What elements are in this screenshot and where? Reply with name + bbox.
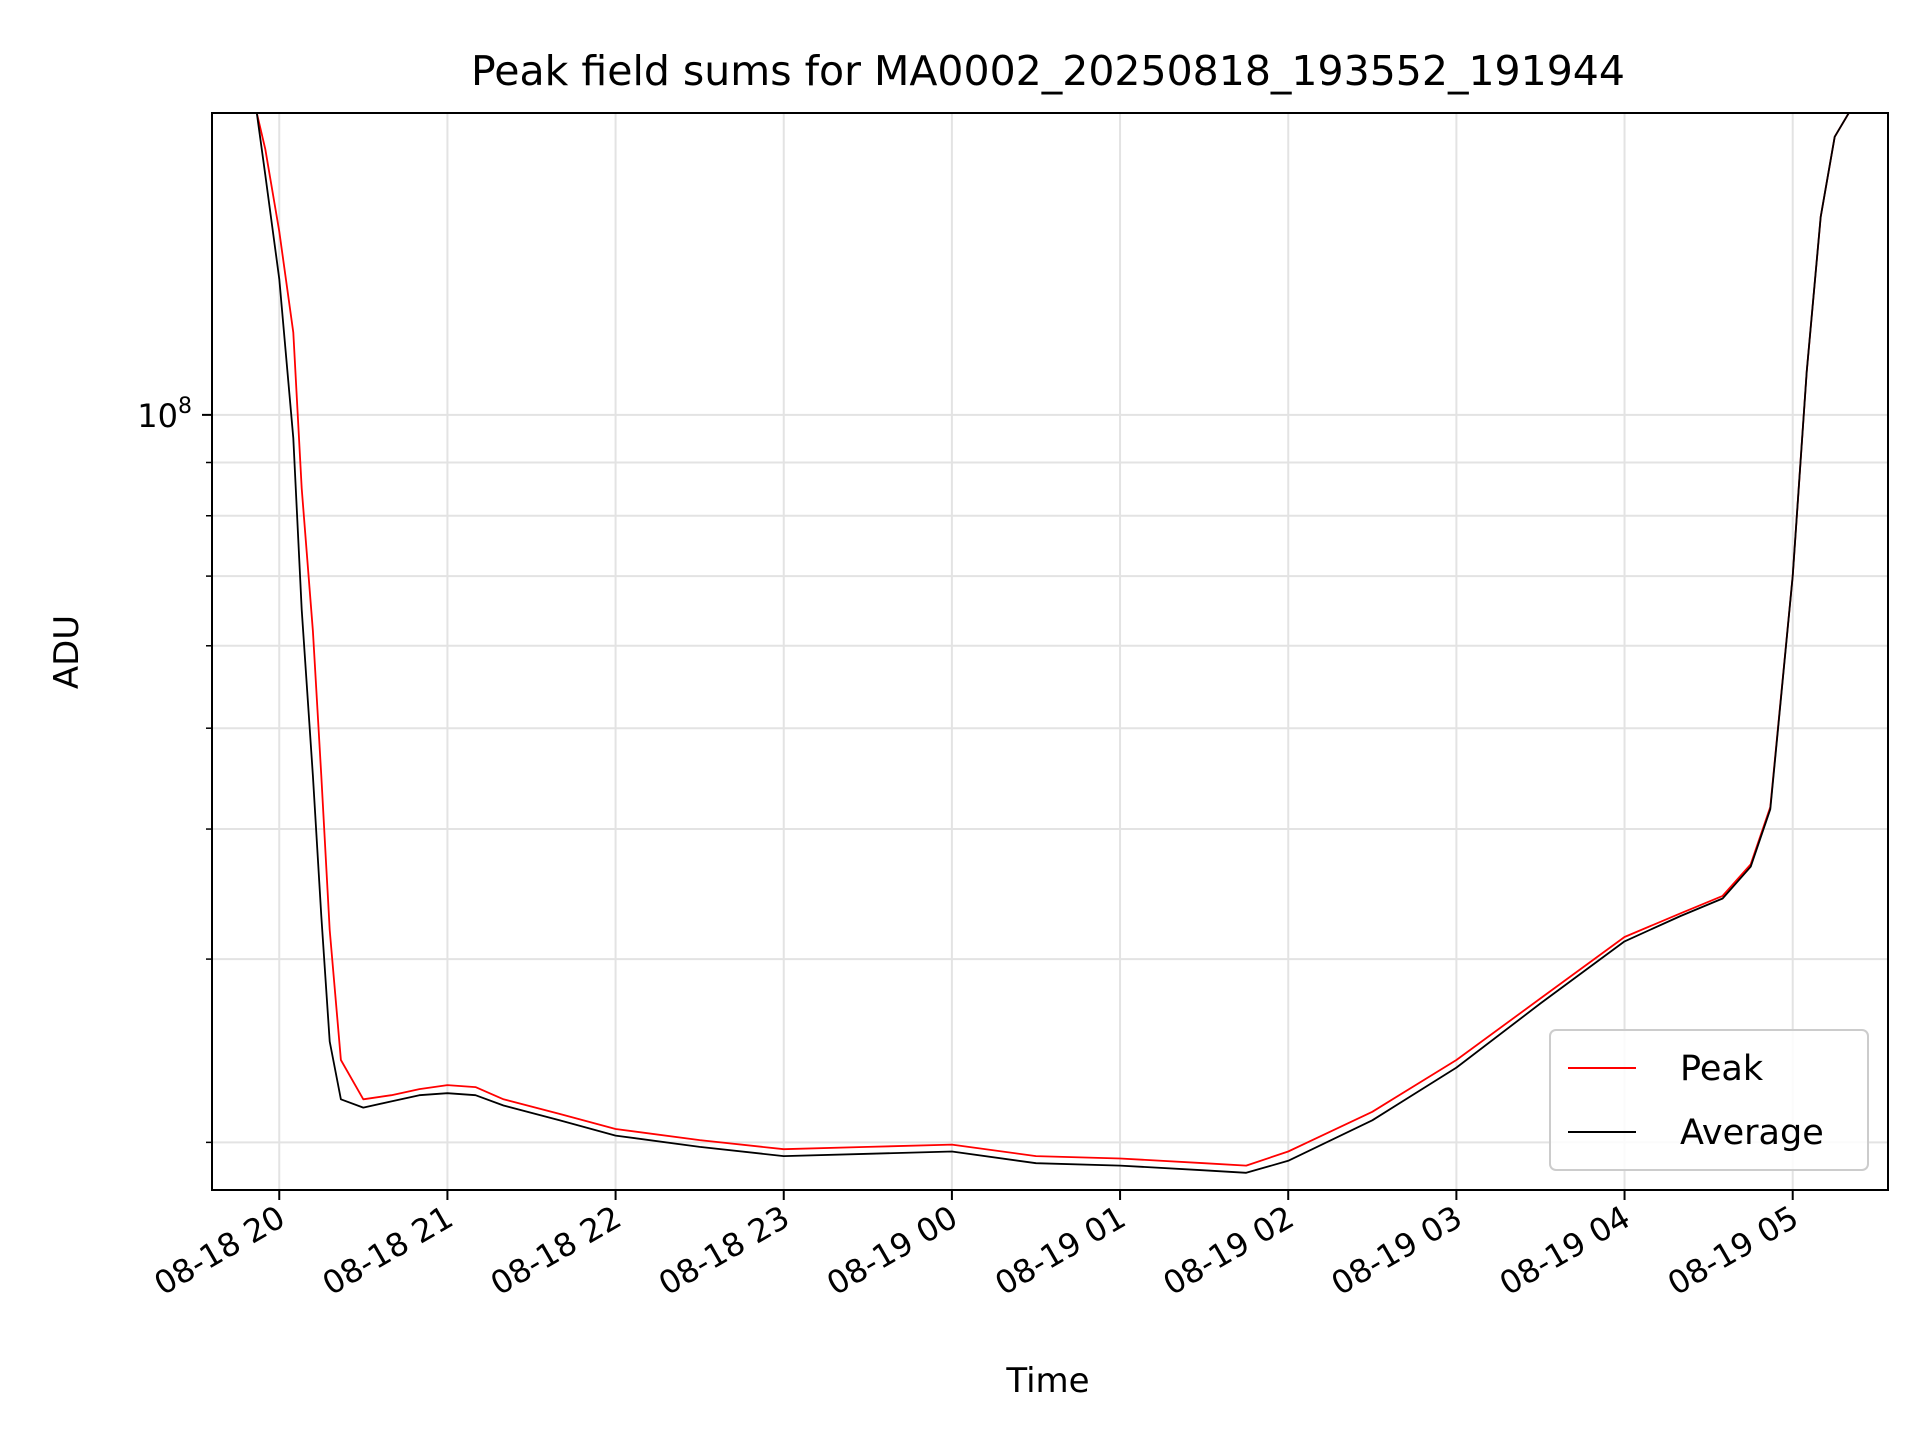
- legend-label-peak: Peak: [1680, 1049, 1764, 1089]
- y-tick-label-exponent: 8: [178, 394, 192, 419]
- legend-box: [1549, 1029, 1869, 1171]
- legend: Peak Average: [1549, 1029, 1869, 1171]
- y-axis-label: ADU: [47, 615, 87, 689]
- series-layer: [212, 113, 1888, 1174]
- plot-frame: [211, 112, 1889, 1191]
- legend-label-average: Average: [1680, 1113, 1824, 1153]
- y-tick-label-base: 10: [137, 397, 178, 435]
- y-axis: 108: [137, 394, 212, 1144]
- y-tick-label: 108: [137, 394, 192, 435]
- series-line-average: [212, 113, 1888, 1174]
- chart-title: Peak field sums for MA0002_20250818_1935…: [471, 47, 1625, 95]
- x-axis-label: Time: [1005, 1361, 1089, 1401]
